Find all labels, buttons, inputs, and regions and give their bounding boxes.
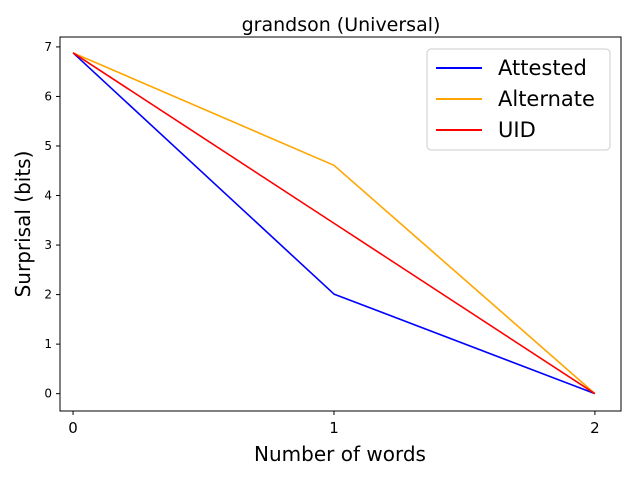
y-tick-label: 1	[44, 337, 52, 351]
x-axis-label: Number of words	[254, 442, 426, 466]
plot-area: 0 1 2 3 4 5 6 7 0 1 2	[44, 36, 622, 437]
chart-title: grandson (Universal)	[242, 14, 441, 36]
y-tick-label: 2	[44, 288, 52, 302]
legend-entries: Attested Alternate UID	[436, 56, 595, 142]
y-tick-label: 6	[44, 89, 52, 103]
x-tick-label: 2	[590, 419, 600, 437]
series-layer	[72, 52, 596, 395]
y-tick-label: 5	[44, 139, 52, 153]
legend-label-alternate: Alternate	[498, 87, 595, 111]
series-line-uid	[72, 52, 596, 395]
legend: Attested Alternate UID	[426, 48, 611, 151]
x-axis-ticks: 0 1 2	[68, 411, 600, 437]
series-line-attested	[72, 52, 596, 395]
y-tick-label: 0	[44, 387, 52, 401]
legend-label-uid: UID	[498, 118, 536, 142]
y-axis-label: Surprisal (bits)	[11, 151, 35, 298]
legend-box	[426, 48, 611, 151]
plot-frame	[59, 36, 622, 412]
x-tick-label: 1	[329, 419, 339, 437]
series-line-alternate	[72, 52, 596, 395]
y-tick-label: 4	[44, 189, 52, 203]
legend-label-attested: Attested	[498, 56, 587, 80]
x-tick-label: 0	[68, 419, 78, 437]
y-tick-label: 3	[44, 238, 52, 252]
y-axis-ticks: 0 1 2 3 4 5 6 7	[44, 40, 60, 401]
y-tick-label: 7	[44, 40, 52, 54]
